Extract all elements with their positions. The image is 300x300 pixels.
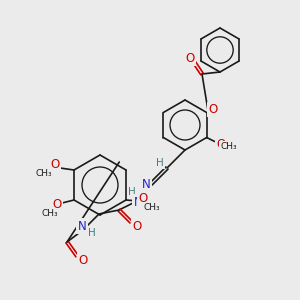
Text: O: O xyxy=(138,193,148,206)
Text: H: H xyxy=(88,228,96,238)
Text: O: O xyxy=(78,254,88,266)
Text: O: O xyxy=(185,52,195,64)
Text: CH₃: CH₃ xyxy=(144,202,160,211)
Text: O: O xyxy=(52,197,62,211)
Text: N: N xyxy=(134,196,142,208)
Text: H: H xyxy=(128,187,136,197)
Text: O: O xyxy=(132,220,142,233)
Text: N: N xyxy=(78,220,86,232)
Text: CH₃: CH₃ xyxy=(42,208,58,217)
Text: O: O xyxy=(216,138,225,151)
Text: H: H xyxy=(156,158,164,168)
Text: CH₃: CH₃ xyxy=(220,142,237,151)
Text: O: O xyxy=(50,158,60,172)
Text: O: O xyxy=(208,103,217,116)
Text: CH₃: CH₃ xyxy=(36,169,52,178)
Text: N: N xyxy=(142,178,150,191)
